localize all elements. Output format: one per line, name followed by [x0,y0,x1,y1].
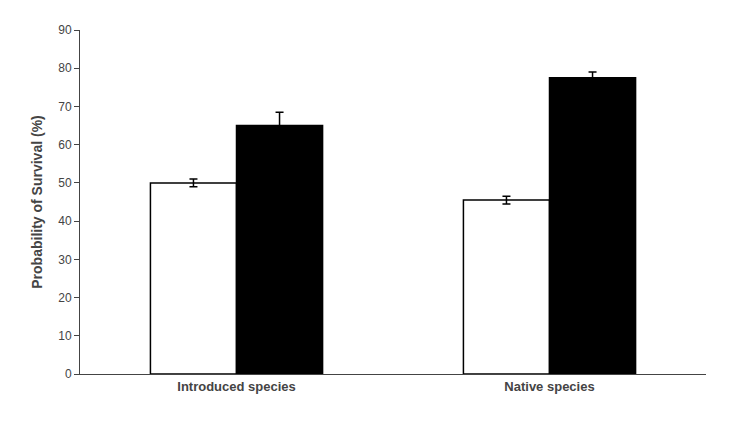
svg-text:50: 50 [58,176,72,190]
svg-text:Native species: Native species [504,379,594,394]
svg-text:80: 80 [58,61,72,75]
svg-text:60: 60 [58,138,72,152]
svg-text:20: 20 [58,291,72,305]
svg-text:Probability of Survival (%): Probability of Survival (%) [29,115,45,288]
svg-text:40: 40 [58,214,72,228]
svg-text:Introduced species: Introduced species [177,379,295,394]
svg-text:30: 30 [58,253,72,267]
svg-text:10: 10 [58,329,72,343]
svg-text:90: 90 [58,23,72,37]
svg-text:70: 70 [58,100,72,114]
svg-text:0: 0 [65,367,72,381]
